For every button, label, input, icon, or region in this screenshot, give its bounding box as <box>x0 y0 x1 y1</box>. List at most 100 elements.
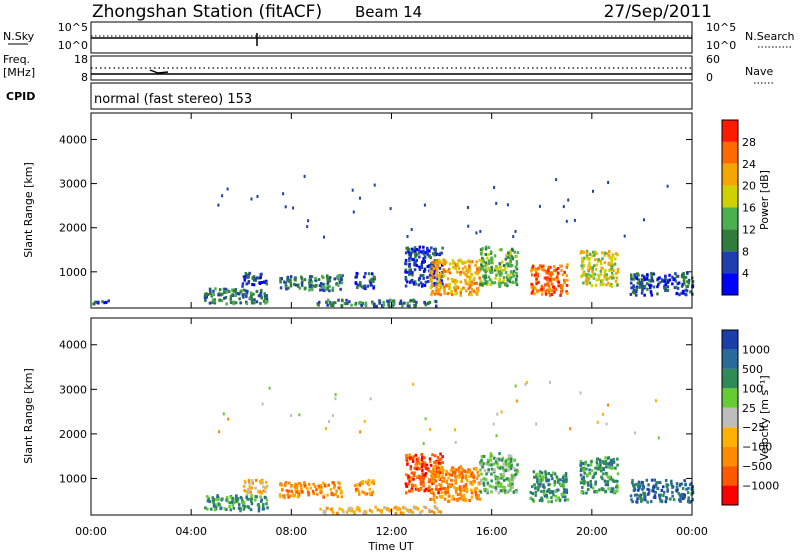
velocity-sparse-point <box>605 422 608 426</box>
velocity-cell <box>666 483 670 487</box>
velocity-cell <box>333 484 336 488</box>
power-cell <box>591 250 595 254</box>
velocity-cell <box>456 474 460 478</box>
velocity-cell <box>647 492 650 496</box>
velocity-cell <box>580 468 583 472</box>
power-cell <box>459 293 462 297</box>
power-cell <box>95 300 99 304</box>
velocity-cell <box>497 491 501 495</box>
velocity-y-axis-label: Slant Range [km] <box>22 368 35 464</box>
power-cell <box>609 275 612 279</box>
velocity-cell <box>553 483 556 487</box>
velocity-cell <box>430 488 434 491</box>
power-cell <box>555 278 559 282</box>
velocity-cell <box>440 467 443 471</box>
power-cell <box>213 298 216 302</box>
power-cell <box>498 279 501 283</box>
power-cell <box>498 277 502 281</box>
velocity-cell <box>340 495 344 499</box>
velocity-cell <box>471 483 474 486</box>
velocity-cell <box>510 473 513 477</box>
power-cell <box>581 267 584 271</box>
power-sparse-point <box>410 228 413 231</box>
velocity-cell <box>409 456 412 460</box>
power-cell <box>603 261 607 265</box>
velocity-cell <box>511 482 514 486</box>
colorbar-tick-label: 16 <box>742 202 756 215</box>
power-cell <box>265 294 268 298</box>
power-cell <box>579 251 583 255</box>
velocity-cell <box>315 488 318 492</box>
power-cell <box>419 250 423 254</box>
power-cell <box>682 273 685 277</box>
velocity-sparse-point <box>424 417 427 421</box>
velocity-cell <box>502 462 505 466</box>
velocity-cell <box>610 487 613 491</box>
velocity-cell <box>681 487 685 490</box>
power-cell <box>464 281 468 284</box>
power-cell <box>252 275 256 279</box>
power-cell <box>680 275 684 279</box>
power-cell <box>586 268 590 272</box>
velocity-cell <box>629 494 633 498</box>
velocity-cell <box>429 460 432 463</box>
power-cell <box>648 278 651 282</box>
power-cell <box>454 278 457 282</box>
power-cell <box>499 269 503 273</box>
power-cell <box>356 286 359 289</box>
velocity-cell <box>486 483 490 487</box>
power-cell <box>481 283 484 287</box>
power-cell <box>421 260 424 264</box>
velocity-cell <box>440 487 443 491</box>
power-cell <box>555 275 559 279</box>
power-cell <box>487 261 491 265</box>
power-cell <box>486 268 489 271</box>
velocity-cell <box>411 484 414 488</box>
velocity-cell <box>279 495 282 499</box>
velocity-cell <box>475 467 478 471</box>
velocity-cell <box>507 478 511 482</box>
colorbar-segment <box>722 446 738 467</box>
power-cell <box>300 277 304 281</box>
power-cell <box>649 290 653 294</box>
velocity-cell <box>670 481 673 485</box>
power-cell <box>297 283 300 287</box>
power-cell <box>650 274 653 278</box>
velocity-cell <box>211 497 215 501</box>
power-cell <box>490 261 493 265</box>
velocity-cell <box>551 490 555 494</box>
power-cell <box>366 284 369 288</box>
velocity-cell <box>436 473 439 477</box>
velocity-cell <box>424 487 428 491</box>
velocity-cell <box>370 510 374 514</box>
power-cell <box>391 304 395 308</box>
velocity-cell <box>434 464 437 468</box>
power-cell <box>242 288 246 292</box>
power-cell <box>467 259 470 263</box>
velocity-cell <box>371 490 375 494</box>
power-cell <box>241 282 245 286</box>
power-cell <box>412 258 415 262</box>
velocity-cell <box>212 504 216 508</box>
power-cell <box>608 269 611 272</box>
velocity-cell <box>420 482 423 486</box>
velocity-cell <box>638 494 641 498</box>
power-cell <box>253 277 257 281</box>
velocity-cell <box>642 486 645 490</box>
power-cell <box>585 254 589 258</box>
velocity-cell <box>338 486 342 490</box>
power-cell <box>640 279 644 283</box>
velocity-sparse-point <box>222 412 225 416</box>
power-cell <box>310 280 314 284</box>
velocity-panel-frame <box>90 317 693 516</box>
nave-right-label: Nave <box>745 65 773 78</box>
velocity-cell <box>637 482 641 486</box>
power-sparse-point <box>292 206 295 210</box>
power-cell <box>433 281 436 285</box>
velocity-cell <box>686 500 690 504</box>
power-cell <box>406 249 410 253</box>
velocity-cell <box>658 493 661 497</box>
power-cell <box>321 275 324 278</box>
power-cell <box>433 292 437 296</box>
velocity-cell <box>441 461 444 465</box>
